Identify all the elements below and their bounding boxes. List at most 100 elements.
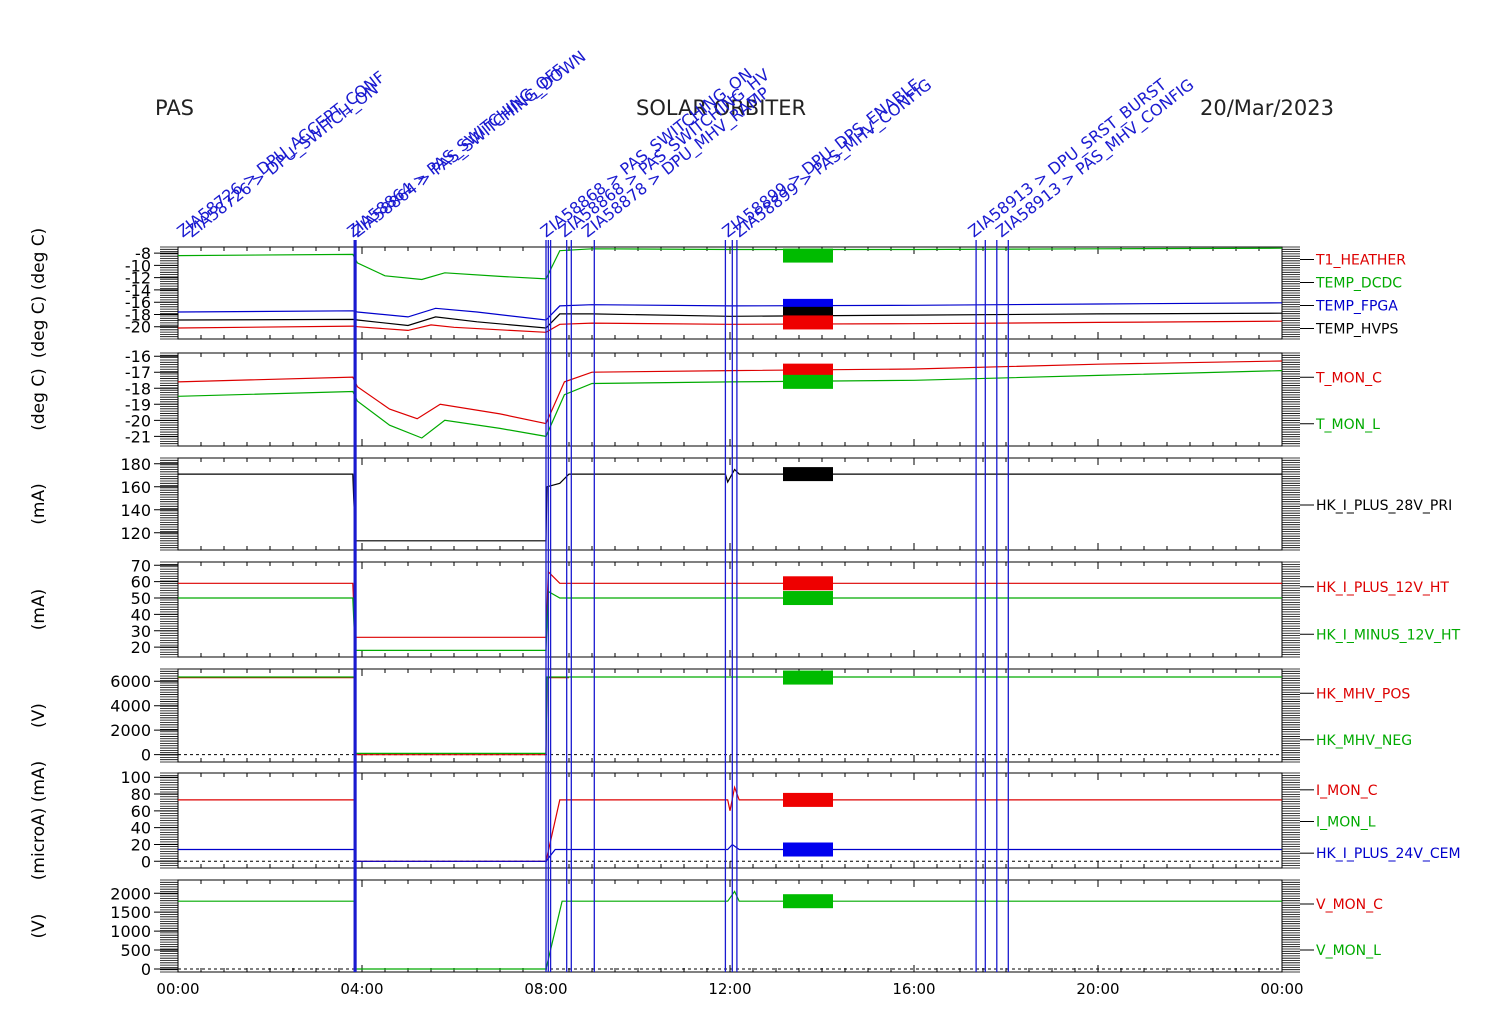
y-tick-label: 60 [131, 802, 151, 821]
series-line [178, 890, 1282, 970]
y-tick-label: -19 [125, 395, 151, 414]
y-tick-label: 140 [120, 501, 151, 520]
panel-frame [177, 879, 1283, 973]
series-line [178, 843, 1282, 862]
header-left-label: PAS [155, 96, 195, 120]
y-tick-label: -17 [125, 363, 151, 382]
legend-label: TEMP_DCDC [1315, 276, 1402, 292]
header-date-label: 20/Mar/2023 [1200, 96, 1334, 120]
y-tick-label: 0 [141, 960, 151, 979]
x-tick-label: 08:00 [524, 980, 567, 998]
series-line [178, 570, 1282, 638]
series-line [178, 785, 1282, 862]
y-tick-label: 1000 [110, 922, 151, 941]
event-label: ZIA58726 > DPU_SWITCH_ON [183, 80, 383, 242]
series-line [177, 360, 1283, 425]
status-marker [783, 248, 833, 263]
y-tick-label: 1500 [110, 903, 151, 922]
series-line [177, 247, 1283, 281]
y-tick-label: 160 [120, 478, 151, 497]
panel-frame [177, 457, 1283, 551]
legend-label: I_MON_C [1316, 783, 1378, 799]
y-tick-label: -18 [125, 305, 151, 324]
panel-frame [177, 246, 1283, 340]
x-tick-label: 00:00 [1260, 980, 1303, 998]
y-tick-label: -18 [125, 379, 151, 398]
legend-label: I_MON_L [1316, 815, 1376, 831]
y-tick-label: -21 [125, 427, 151, 446]
legend-label: TEMP_FPGA [1315, 299, 1398, 315]
legend-label: V_MON_L [1316, 943, 1381, 959]
y-tick-label: -20 [125, 411, 151, 430]
y-tick-label: 180 [120, 455, 151, 474]
y-tick-label: 6000 [110, 672, 151, 691]
event-label: ZIA58913 > DPU_SRST_BURST [965, 75, 1171, 242]
y-axis-label: (deg C) [29, 368, 49, 431]
panel-frame [177, 352, 1283, 447]
y-axis-label: (mA) [29, 483, 49, 524]
y-tick-label: 4000 [110, 697, 151, 716]
y-tick-label: 80 [131, 785, 151, 804]
series-line [178, 468, 1282, 542]
y-tick-label: 20 [131, 835, 151, 854]
y-tick-label: 20 [131, 638, 151, 657]
legend-label: HK_MHV_POS [1316, 686, 1410, 702]
y-axis-label: (V) [29, 914, 49, 939]
legend-label: HK_I_MINUS_12V_HT [1316, 627, 1461, 643]
legend-label: T_MON_L [1315, 417, 1380, 433]
y-axis-label: (V) [29, 703, 49, 728]
series-line [177, 302, 1283, 321]
legend-label: T1_HEATHER [1315, 253, 1406, 269]
y-tick-label: 70 [131, 556, 151, 575]
legend-label: TEMP_HVPS [1315, 322, 1398, 338]
y-tick-label: 120 [120, 524, 151, 543]
event-label: ZIA58913 > PAS_MHV_CONFIG [992, 75, 1198, 242]
status-marker [783, 842, 833, 857]
y-tick-label: 100 [120, 768, 151, 787]
x-tick-label: 20:00 [1076, 980, 1119, 998]
y-axis-label: (microA) (mA) [29, 761, 49, 880]
y-tick-label: 2000 [110, 884, 151, 903]
series-line [177, 370, 1283, 439]
y-tick-label: -20 [125, 318, 151, 337]
y-tick-label: 60 [131, 573, 151, 592]
status-marker [783, 591, 833, 606]
y-tick-label: 40 [131, 819, 151, 838]
legend-label: T_MON_C [1315, 370, 1382, 386]
y-tick-label: 500 [120, 941, 151, 960]
x-tick-label: 16:00 [892, 980, 935, 998]
x-tick-label: 04:00 [340, 980, 383, 998]
status-marker [783, 467, 833, 482]
legend-label: HK_I_PLUS_12V_HT [1316, 580, 1449, 596]
y-tick-label: -16 [125, 347, 151, 366]
status-marker [783, 576, 833, 591]
y-tick-label: 0 [141, 746, 151, 765]
y-tick-label: 50 [131, 589, 151, 608]
y-tick-label: 40 [131, 605, 151, 624]
panel-2: -16-17-18-19-20-21 (deg C) T_MON_C T_MON_L [29, 347, 1382, 447]
status-marker [783, 363, 833, 378]
panel-frame [177, 772, 1283, 869]
panel-3: 180 160 140 120 (mA) HK_I_PLUS_28V_PRI [29, 455, 1452, 551]
series-line [177, 320, 1283, 333]
legend-label: HK_I_PLUS_28V_PRI [1316, 498, 1452, 514]
x-tick-label: 00:00 [156, 980, 199, 998]
y-axis-label: (mA) [29, 589, 49, 630]
y-tick-label: -12 [125, 269, 151, 288]
header-center-label: SOLAR ORBITER [636, 96, 807, 120]
legend-label: V_MON_C [1316, 897, 1383, 913]
x-tick-label: 12:00 [708, 980, 751, 998]
status-marker [783, 315, 833, 330]
status-marker [783, 894, 833, 909]
status-marker [783, 374, 833, 389]
legend-label: HK_I_PLUS_24V_CEM [1316, 846, 1461, 862]
y-tick-label: 30 [131, 622, 151, 641]
panel-5: 6000 4000 2000 0 (V) HK_MHV_POS HK_MHV_NEG [29, 668, 1412, 765]
series-line [178, 677, 569, 756]
status-marker [783, 670, 833, 685]
status-marker [783, 792, 833, 807]
